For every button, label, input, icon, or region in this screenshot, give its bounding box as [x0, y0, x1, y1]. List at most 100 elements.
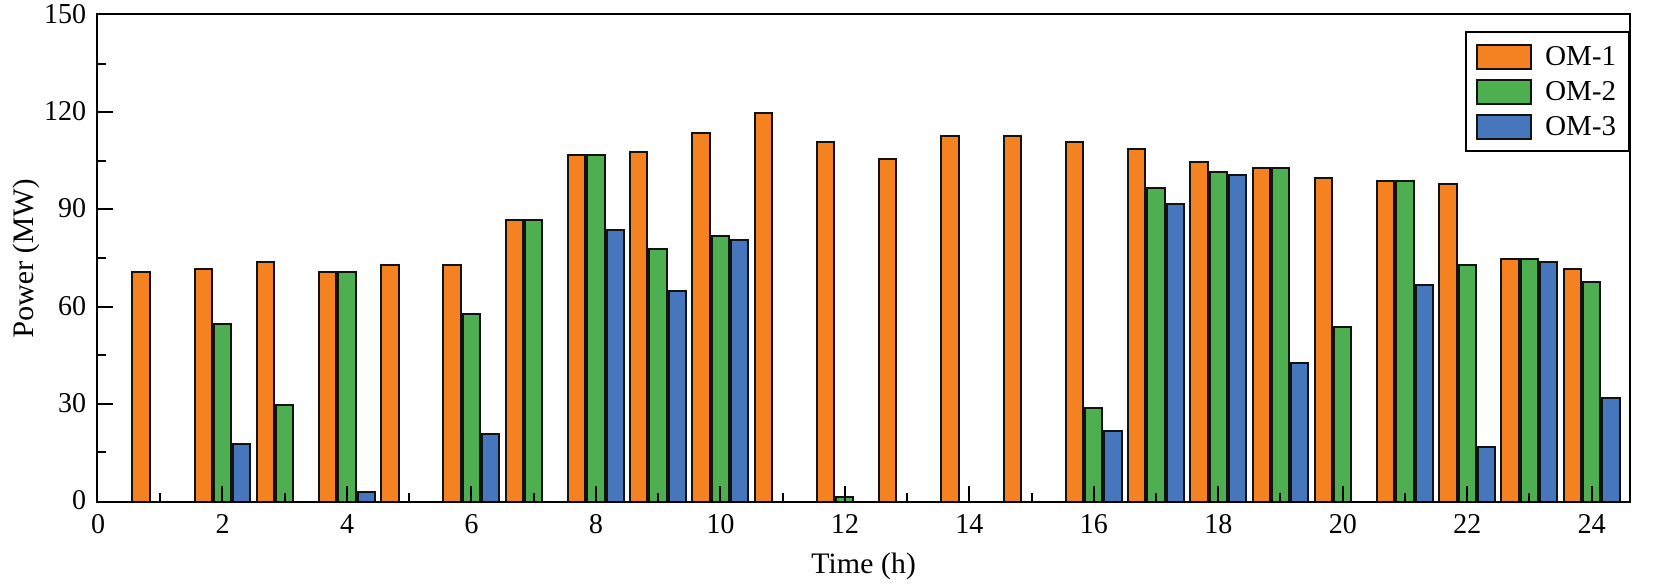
- bar-om-1-hour-9: [629, 151, 649, 501]
- bar-om-1-hour-18: [1189, 160, 1209, 501]
- x-minor-tick: [1279, 493, 1282, 501]
- x-minor-tick: [1403, 493, 1406, 501]
- bar-om-1-hour-14: [940, 134, 960, 501]
- bar-om-1-hour-5: [380, 264, 400, 501]
- bar-om-3-hour-6: [481, 432, 501, 501]
- x-tick-label-2: 2: [215, 509, 230, 540]
- bar-om-1-hour-10: [691, 131, 711, 501]
- x-tick-label-16: 16: [1079, 509, 1108, 540]
- bar-om-2-hour-3: [275, 403, 295, 501]
- bar-om-3-hour-23: [1539, 261, 1559, 501]
- bar-om-3-hour-24: [1601, 397, 1621, 501]
- x-axis-title: Time (h): [811, 547, 916, 580]
- bar-om-1-hour-4: [318, 270, 338, 501]
- bar-om-2-hour-19: [1270, 167, 1291, 501]
- x-tick-label-24: 24: [1577, 509, 1606, 540]
- bar-om-1-hour-20: [1313, 177, 1334, 501]
- x-major-tick: [1092, 486, 1095, 501]
- y-tick-label-60: 60: [58, 290, 86, 322]
- plot-area: Time (h) 0 30 60 90 120 150 0 2 4 6 8 10 12 14 16 18 20 2…: [44, 1, 1631, 580]
- x-major-tick: [1590, 486, 1593, 501]
- y-major-tick: [98, 305, 113, 308]
- bar-om-3-hour-17: [1165, 202, 1185, 501]
- bar-om-2-hour-18: [1208, 170, 1228, 501]
- y-tick-label-90: 90: [58, 193, 86, 225]
- x-tick-label-8: 8: [588, 509, 603, 540]
- bar-om-2-hour-6: [461, 313, 482, 501]
- y-minor-tick: [98, 451, 106, 454]
- x-tick-label-14: 14: [955, 509, 984, 540]
- bar-om-1-hour-2: [193, 267, 213, 501]
- y-minor-tick: [98, 62, 106, 65]
- x-minor-tick: [1155, 493, 1157, 501]
- y-tick-label-0: 0: [72, 485, 86, 516]
- x-major-tick: [843, 486, 846, 501]
- y-tick-label-150: 150: [44, 0, 86, 30]
- bar-om-1-hour-13: [878, 157, 898, 501]
- y-axis-title-container: Power (MW): [4, 13, 44, 503]
- bar-om-1-hour-8: [566, 154, 587, 501]
- bar-om-3-hour-4: [356, 491, 376, 501]
- bar-om-1-hour-19: [1251, 167, 1271, 501]
- legend-swatch-om-3: [1476, 113, 1533, 140]
- y-tick-label-120: 120: [44, 96, 86, 128]
- bar-om-2-hour-9: [648, 248, 668, 501]
- bar-om-1-hour-24: [1562, 267, 1582, 501]
- x-minor-tick: [532, 493, 535, 501]
- x-minor-tick: [1528, 493, 1531, 501]
- x-major-tick: [594, 486, 597, 501]
- bar-om-1-hour-17: [1127, 147, 1147, 501]
- x-major-tick: [345, 486, 348, 501]
- bar-om-3-hour-19: [1290, 361, 1310, 501]
- x-major-tick: [719, 486, 722, 501]
- bar-om-3-hour-2: [232, 442, 252, 501]
- bar-om-1-hour-3: [255, 261, 276, 501]
- bar-om-2-hour-24: [1582, 280, 1602, 501]
- legend-swatch-om-1: [1476, 43, 1533, 70]
- legend-box: OM-1 OM-2 OM-3: [1465, 31, 1630, 152]
- bar-om-3-hour-9: [667, 290, 688, 501]
- bar-om-2-hour-22: [1457, 264, 1477, 501]
- x-major-tick: [470, 486, 473, 501]
- x-minor-tick: [1030, 493, 1033, 501]
- y-major-tick: [98, 208, 113, 211]
- x-minor-tick: [781, 493, 784, 501]
- legend-row-om-3: OM-3: [1476, 109, 1616, 144]
- x-tick-label-4: 4: [339, 509, 354, 540]
- bar-om-2-hour-16: [1084, 407, 1104, 501]
- bar-om-2-hour-4: [337, 270, 357, 501]
- x-tick-label-22: 22: [1453, 509, 1482, 540]
- x-tick-label-18: 18: [1204, 509, 1233, 540]
- y-major-tick: [98, 402, 113, 405]
- bar-om-3-hour-8: [605, 228, 625, 501]
- bar-om-2-hour-7: [524, 219, 544, 501]
- x-minor-tick: [657, 493, 660, 501]
- legend-row-om-1: OM-1: [1476, 39, 1616, 74]
- x-tick-label-6: 6: [464, 509, 479, 540]
- y-minor-tick: [98, 159, 106, 162]
- x-major-tick: [968, 486, 971, 501]
- x-major-tick: [221, 486, 224, 501]
- bar-om-3-hour-16: [1103, 429, 1123, 501]
- bar-om-3-hour-22: [1476, 445, 1497, 501]
- bar-om-1-hour-15: [1002, 134, 1022, 501]
- x-tick-label-12: 12: [830, 509, 859, 540]
- bar-om-1-hour-16: [1064, 141, 1085, 501]
- x-minor-tick: [408, 493, 411, 501]
- y-axis-title: Power (MW): [7, 178, 40, 338]
- legend-label-om-2: OM-2: [1545, 75, 1616, 107]
- x-major-tick: [1466, 486, 1469, 501]
- bar-om-1-hour-7: [504, 219, 524, 501]
- y-major-tick: [98, 111, 113, 114]
- bar-om-1-hour-21: [1376, 180, 1396, 501]
- bar-om-2-hour-17: [1146, 186, 1166, 501]
- y-minor-tick: [98, 354, 106, 357]
- y-tick-label-30: 30: [58, 387, 86, 419]
- bar-om-1-hour-12: [815, 141, 836, 501]
- bar-om-3-hour-10: [730, 238, 750, 501]
- bar-om-2-hour-20: [1333, 326, 1353, 501]
- x-tick-label-20: 20: [1328, 509, 1357, 540]
- bar-om-1-hour-6: [442, 264, 462, 501]
- bar-om-2-hour-10: [710, 235, 730, 501]
